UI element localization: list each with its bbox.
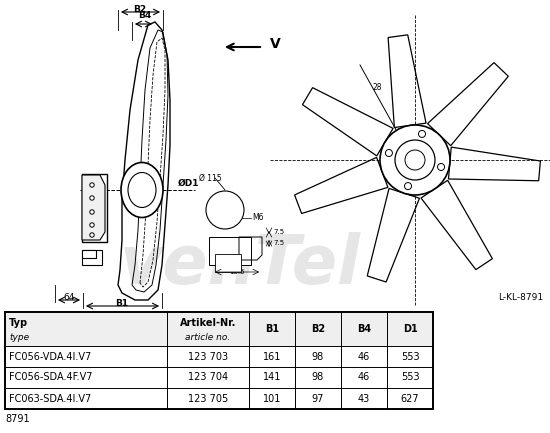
Text: 7.5: 7.5	[273, 240, 284, 246]
Text: 101: 101	[263, 394, 281, 404]
Text: L-KL-8791: L-KL-8791	[498, 294, 543, 303]
Circle shape	[386, 149, 392, 156]
Circle shape	[395, 140, 435, 180]
Text: 28: 28	[372, 84, 382, 93]
Text: FC056-VDA.4I.V7: FC056-VDA.4I.V7	[9, 352, 91, 362]
Text: 553: 553	[401, 352, 419, 362]
Text: D1: D1	[403, 324, 417, 334]
Bar	[82, 174, 107, 242]
Bar	[82, 250, 102, 265]
Text: Ø 115: Ø 115	[199, 174, 221, 183]
Text: 43: 43	[358, 394, 370, 404]
Text: 161: 161	[263, 352, 281, 362]
Polygon shape	[82, 175, 105, 240]
Circle shape	[90, 233, 94, 237]
Circle shape	[90, 196, 94, 200]
Text: M6: M6	[252, 213, 263, 223]
Circle shape	[405, 150, 425, 170]
Text: B1: B1	[265, 324, 279, 334]
Text: venTel: venTel	[119, 232, 360, 298]
Text: Typ: Typ	[9, 318, 28, 328]
Text: 123 703: 123 703	[188, 352, 228, 362]
Bar	[5, 312, 433, 346]
Text: 141: 141	[263, 372, 281, 382]
Text: B2: B2	[311, 324, 325, 334]
Ellipse shape	[128, 172, 156, 207]
Text: type: type	[9, 333, 29, 342]
Text: 123 705: 123 705	[188, 394, 228, 404]
Bar	[215, 254, 241, 272]
Text: FC063-SDA.4I.V7: FC063-SDA.4I.V7	[9, 394, 91, 404]
Circle shape	[90, 210, 94, 214]
Circle shape	[90, 223, 94, 227]
Text: 98: 98	[312, 372, 324, 382]
Text: ØD1: ØD1	[178, 178, 200, 187]
Text: B4: B4	[139, 11, 152, 20]
Text: Artikel-Nr.: Artikel-Nr.	[180, 318, 236, 328]
Text: 97: 97	[312, 394, 324, 404]
Text: 46: 46	[358, 352, 370, 362]
Circle shape	[90, 183, 94, 187]
Bar	[82, 250, 96, 258]
Text: 553: 553	[401, 372, 419, 382]
Circle shape	[419, 130, 426, 137]
Text: B2: B2	[134, 5, 146, 14]
Text: 8791: 8791	[5, 414, 30, 424]
Circle shape	[404, 183, 411, 190]
Text: article no.: article no.	[185, 333, 230, 342]
Text: B1: B1	[116, 299, 129, 308]
Text: 627: 627	[401, 394, 419, 404]
Text: V: V	[270, 37, 280, 51]
Text: B4: B4	[357, 324, 371, 334]
Text: 7.5: 7.5	[273, 229, 284, 235]
Text: 64: 64	[63, 293, 75, 302]
Circle shape	[438, 164, 444, 171]
Bar	[209, 237, 251, 265]
Ellipse shape	[121, 162, 163, 217]
Circle shape	[380, 125, 450, 195]
Text: 46: 46	[358, 372, 370, 382]
Text: FC056-SDA.4F.V7: FC056-SDA.4F.V7	[9, 372, 92, 382]
Text: 123 704: 123 704	[188, 372, 228, 382]
Text: 15.5: 15.5	[229, 269, 245, 275]
Text: 98: 98	[312, 352, 324, 362]
